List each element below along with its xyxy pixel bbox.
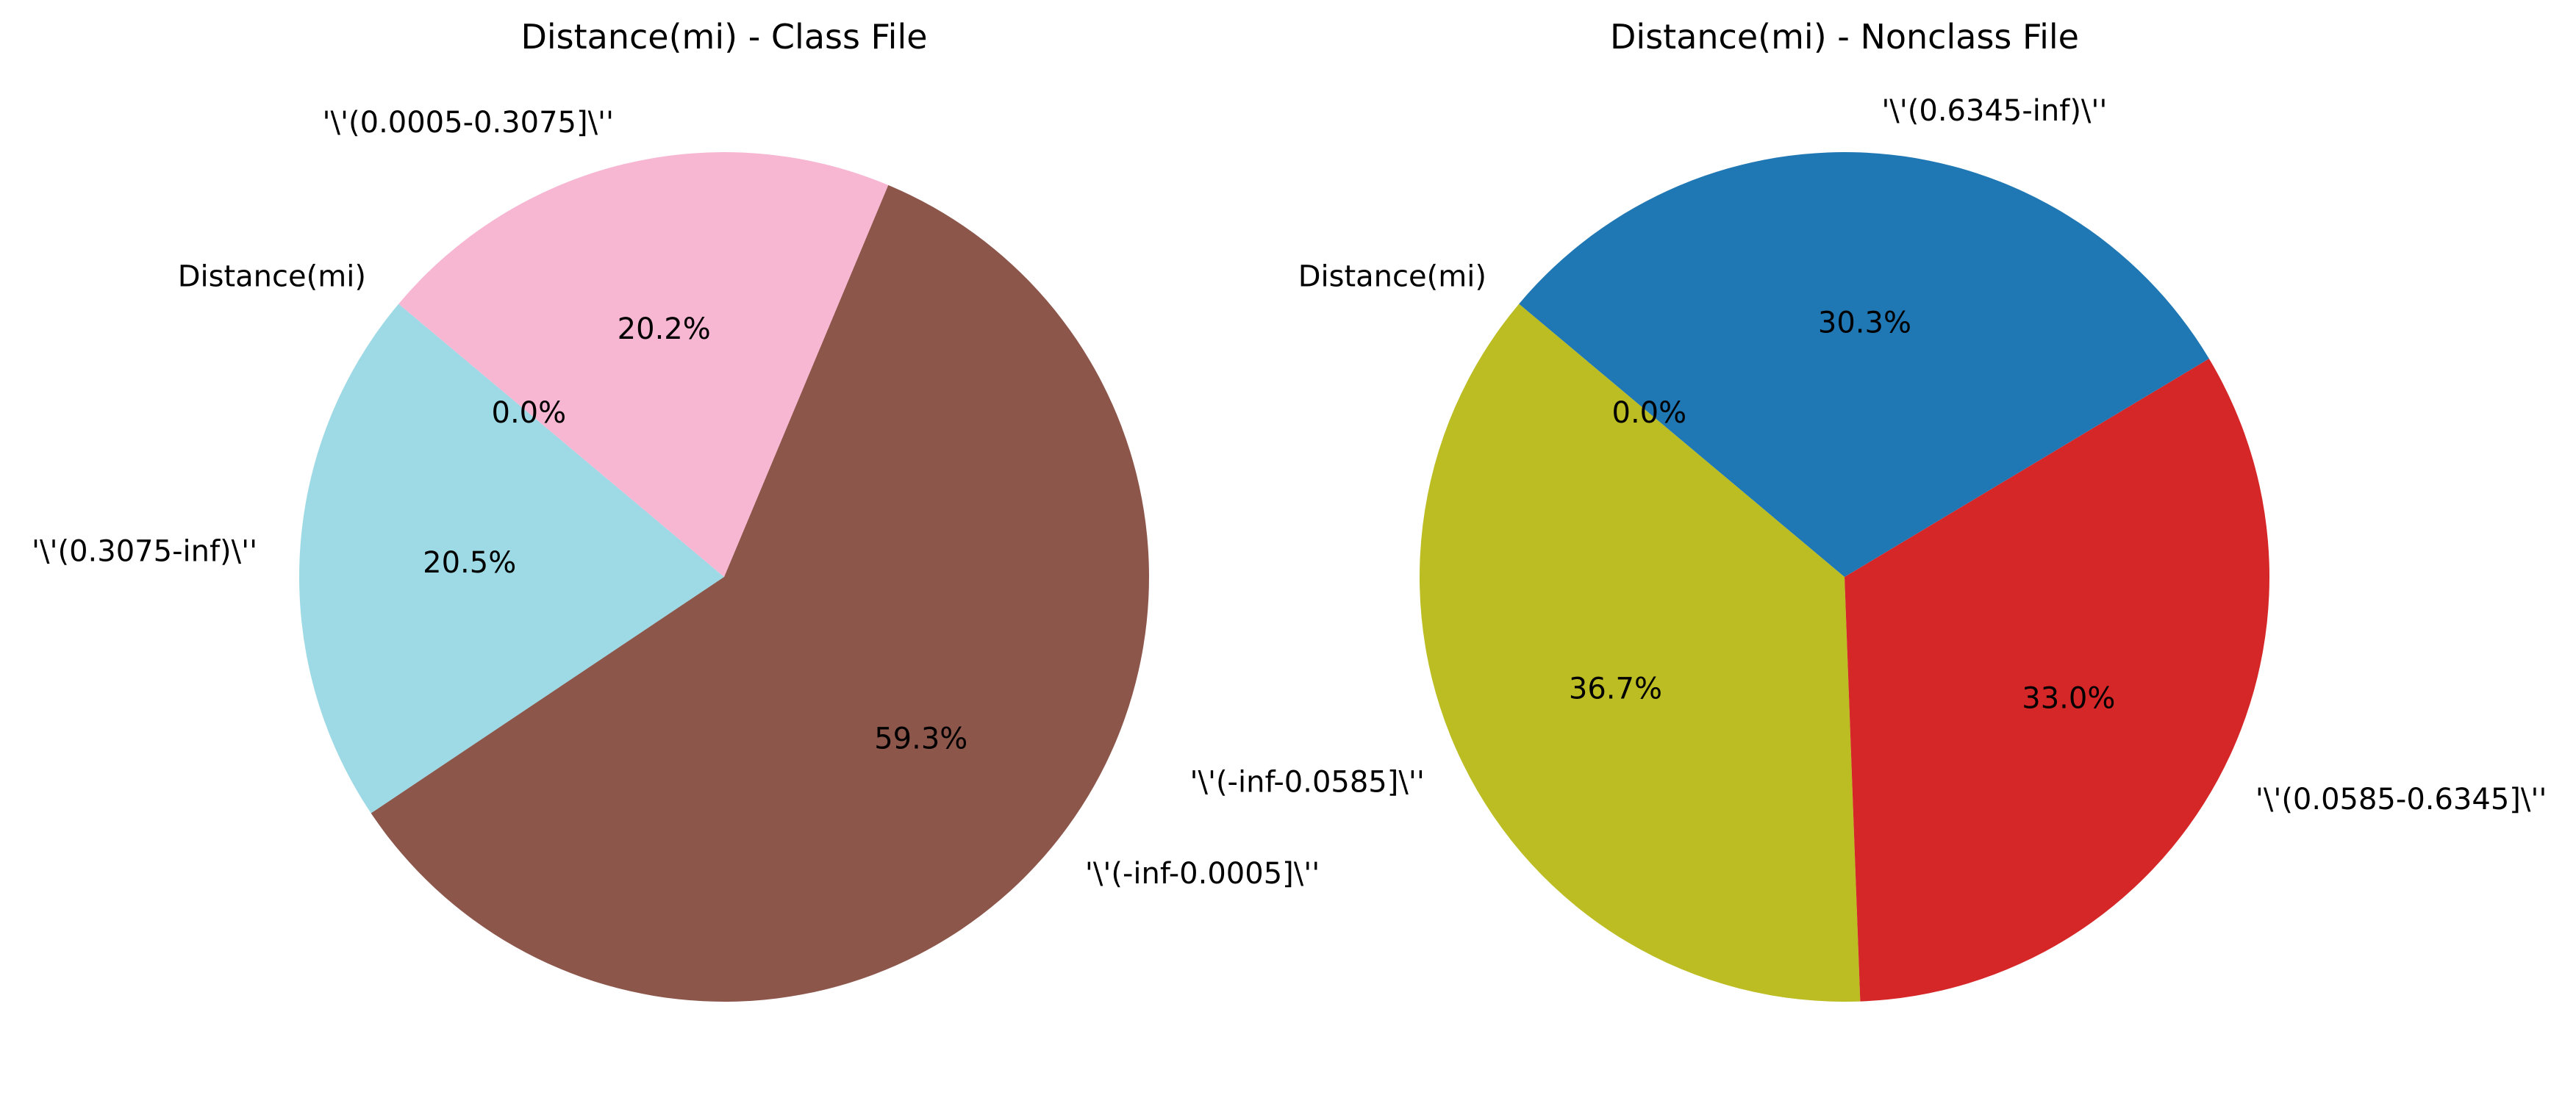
category-label-inf-0-0585: '\'(-inf-0.0585]\'' — [1189, 765, 1424, 799]
slices-nonclass-file — [1420, 152, 2269, 1002]
slices-class-file — [299, 151, 1150, 1002]
category-label-distance-mi: Distance(mi) — [1298, 259, 1486, 293]
pie-slice-inf-0-0005 — [371, 184, 1150, 1002]
pct-label-0-6345-inf: 30.3% — [1818, 306, 1911, 340]
pct-label-0-3075-inf: 20.5% — [423, 546, 516, 580]
category-label-0-0005-0-3075: '\'(0.0005-0.3075]\'' — [323, 106, 615, 140]
category-label-0-0585-0-6345: '\'(0.0585-0.6345]\'' — [2255, 783, 2547, 817]
pie-slice-0-0005-0-3075 — [398, 151, 889, 578]
labels-nonclass-file: 0.0% Distance(mi) 36.7% '\'(-inf-0.0585]\''… — [1189, 94, 2547, 817]
category-label-0-6345-inf: '\'(0.6345-inf)\'' — [1881, 94, 2107, 128]
category-label-distance-mi: Distance(mi) — [178, 259, 366, 293]
chart-title-class-file: Distance(mi) - Class File — [520, 17, 927, 57]
pie-panel-class-file: Distance(mi) - Class File 0.0% Distance(m… — [32, 17, 1320, 1002]
pct-label-inf-0-0585: 36.7% — [1569, 672, 1662, 706]
pie-slice-0-6345-inf — [1519, 152, 2209, 577]
pie-panel-nonclass-file: Distance(mi) - Nonclass File 0.0% Distanc… — [1189, 17, 2547, 1002]
pie-slice-0-3075-inf — [299, 304, 724, 814]
pct-label-inf-0-0005: 59.3% — [874, 722, 967, 756]
chart-title-nonclass-file: Distance(mi) - Nonclass File — [1610, 17, 2079, 57]
category-label-inf-0-0005: '\'(-inf-0.0005]\'' — [1085, 857, 1320, 891]
category-label-0-3075-inf: '\'(0.3075-inf)\'' — [32, 535, 257, 569]
pie-slice-0-0585-0-6345 — [1845, 359, 2269, 1002]
pct-label-distance-mi: 0.0% — [492, 396, 567, 430]
pct-label-0-0585-0-6345: 33.0% — [2022, 681, 2115, 715]
labels-class-file: 0.0% Distance(mi) 20.5% '\'(0.3075-inf)\'' 5… — [32, 106, 1320, 891]
pct-label-distance-mi: 0.0% — [1612, 396, 1687, 430]
pct-label-0-0005-0-3075: 20.2% — [618, 312, 711, 346]
pie-slice-inf-0-0585 — [1420, 304, 1861, 1002]
